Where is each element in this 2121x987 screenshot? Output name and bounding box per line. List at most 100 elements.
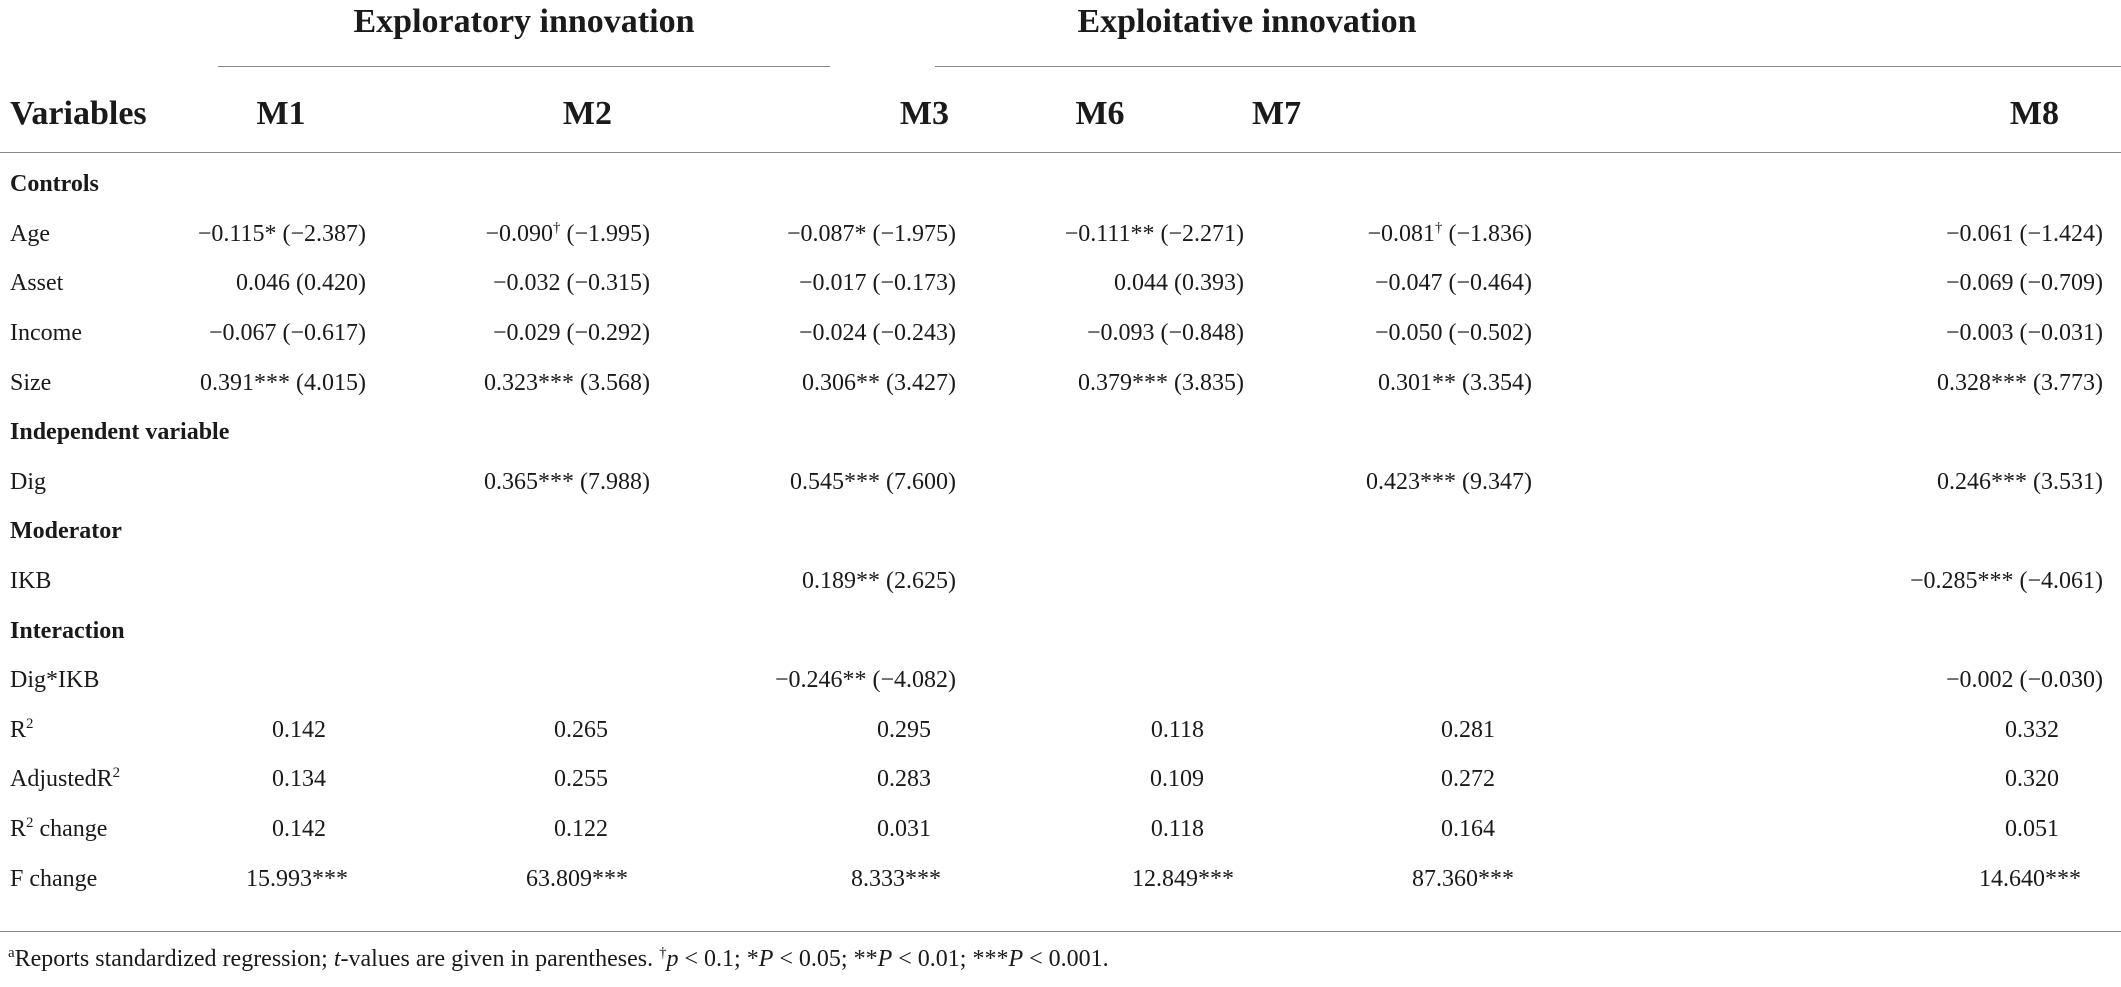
cell-m2: −0.032 (−0.315) (492, 270, 650, 297)
cell-m8: −0.002 (−0.030) (1945, 667, 2103, 694)
dagger-mark: † (1435, 219, 1443, 236)
dagger-mark: † (553, 219, 561, 236)
cell-m3: 8.333*** (851, 865, 941, 892)
section-row-interaction: Interaction (0, 606, 2121, 656)
cell-m2: 0.323*** (3.568) (484, 369, 650, 396)
row-label: Size (10, 369, 52, 396)
row-label: Dig*IKB (10, 667, 100, 694)
superscript-2: 2 (112, 765, 121, 782)
cell-m2 (366, 656, 650, 706)
cell-m1: 0.134 (272, 766, 326, 793)
table-row-asset: Asset 0.046 (0.420) −0.032 (−0.315) −0.0… (0, 259, 2121, 309)
footnote-text: -values are given in parentheses. (340, 946, 660, 972)
header-rule (0, 152, 2121, 153)
table-row-r2: R2 0.142 0.265 0.295 0.118 0.281 0.332 (0, 706, 2121, 756)
cell-m6 (956, 458, 1244, 508)
cell-m1 (196, 557, 366, 607)
cell-m2-value: −0.090 (485, 220, 554, 247)
row-label-text: R (10, 816, 27, 843)
section-row-controls: Controls (0, 160, 2121, 210)
row-label: R2 change (0, 805, 196, 855)
cell-m8: 0.051 (2005, 816, 2059, 843)
footnote-text: < 0.001. (1023, 946, 1109, 972)
footnote-italic-P: P (758, 946, 774, 972)
row-label: Income (10, 320, 82, 347)
footnote-italic-P: P (1008, 946, 1024, 972)
cell-m8: −0.285*** (−4.061) (1909, 568, 2103, 595)
cell-m7 (1244, 557, 1532, 607)
header-row: Variables M1 M2 M3 M6 M7 M8 (0, 86, 2121, 142)
cell-m8: 0.332 (2005, 716, 2059, 743)
cell-m3: 0.295 (877, 716, 931, 743)
cell-m2: 0.122 (554, 816, 608, 843)
row-label-text: AdjustedR (10, 766, 113, 793)
cell-m6: 0.118 (1150, 716, 1204, 743)
model-header-m2: M2 (562, 95, 612, 132)
table-footnote: aReports standardized regression; t-valu… (8, 946, 1109, 973)
cell-m2-tvalue: (−1.995) (560, 220, 650, 247)
table-row-income: Income −0.067 (−0.617) −0.029 (−0.292) −… (0, 309, 2121, 359)
cell-m6: 12.849*** (1132, 865, 1234, 892)
cell-m8: −0.061 (−1.424) (1945, 220, 2103, 247)
footnote-italic-t: t (333, 946, 341, 972)
cell-m7: 87.360*** (1412, 865, 1514, 892)
cell-m1: 15.993*** (246, 865, 348, 892)
cell-m3: −0.087* (−1.975) (786, 220, 956, 247)
cell-m7 (1244, 656, 1532, 706)
cell-m6 (956, 656, 1244, 706)
cell-m1 (196, 656, 366, 706)
cell-m3: 0.031 (877, 816, 931, 843)
cell-m1 (196, 458, 366, 508)
row-label-text: R (10, 716, 27, 743)
cell-m7: 0.423*** (9.347) (1366, 468, 1532, 495)
footnote-dagger: † (659, 945, 667, 961)
group-title-exploitative: Exploitative innovation (1077, 3, 1417, 40)
cell-m7: 0.272 (1441, 766, 1495, 793)
cell-m7-tvalue: (−1.836) (1442, 220, 1532, 247)
cell-m6: 0.044 (0.393) (1114, 270, 1244, 297)
row-label: R2 (0, 706, 196, 756)
table-row-r2-change: R2 change 0.142 0.122 0.031 0.118 0.164 … (0, 805, 2121, 855)
cell-m1: −0.115* (−2.387) (197, 220, 366, 247)
table-row-ikb: IKB 0.189** (2.625) −0.285*** (−4.061) (0, 557, 2121, 607)
cell-m2: 0.255 (554, 766, 608, 793)
cell-m7: −0.047 (−0.464) (1374, 270, 1532, 297)
model-header-m8: M8 (2009, 95, 2059, 132)
group-title-exploratory: Exploratory innovation (353, 3, 695, 40)
row-label: F change (10, 865, 98, 892)
cell-m3: 0.189** (2.625) (802, 568, 956, 595)
cell-m2: 63.809*** (526, 865, 628, 892)
cell-m6 (956, 557, 1244, 607)
table-row-size: Size 0.391*** (4.015) 0.323*** (3.568) 0… (0, 358, 2121, 408)
group-rule-exploitative (935, 66, 2121, 67)
row-label: Age (10, 220, 50, 247)
section-row-independent: Independent variable (0, 408, 2121, 458)
variables-header: Variables (10, 95, 147, 132)
cell-m2: −0.029 (−0.292) (492, 320, 650, 347)
cell-m1: 0.142 (272, 816, 326, 843)
section-label-independent: Independent variable (10, 419, 230, 446)
cell-m7: −0.081† (−1.836) (1244, 210, 1532, 260)
cell-m2: 0.365*** (7.988) (484, 468, 650, 495)
table-row-age: Age −0.115* (−2.387) −0.090† (−1.995) −0… (0, 210, 2121, 260)
footnote-text: < 0.05; ** (773, 946, 878, 972)
cell-m6: 0.379*** (3.835) (1078, 369, 1244, 396)
cell-m7: −0.050 (−0.502) (1374, 320, 1532, 347)
cell-m3: −0.246** (−4.082) (774, 667, 956, 694)
cell-m8: 14.640*** (1979, 865, 2081, 892)
cell-m7: 0.301** (3.354) (1378, 369, 1532, 396)
section-label-interaction: Interaction (10, 617, 125, 644)
cell-m1: 0.046 (0.420) (236, 270, 366, 297)
cell-m8: 0.320 (2005, 766, 2059, 793)
cell-m3: −0.024 (−0.243) (798, 320, 956, 347)
cell-m2: −0.090† (−1.995) (366, 210, 650, 260)
model-header-m1: M1 (256, 95, 306, 132)
table-row-f-change: F change 15.993*** 63.809*** 8.333*** 12… (0, 854, 2121, 904)
bottom-rule (0, 931, 2121, 932)
cell-m3: −0.017 (−0.173) (798, 270, 956, 297)
cell-m7-value: −0.081 (1367, 220, 1436, 247)
table-row-dig-ikb: Dig*IKB −0.246** (−4.082) −0.002 (−0.030… (0, 656, 2121, 706)
cell-m6: 0.118 (1150, 816, 1204, 843)
footnote-text: Reports standardized regression; (14, 946, 334, 972)
cell-m1: −0.067 (−0.617) (208, 320, 366, 347)
